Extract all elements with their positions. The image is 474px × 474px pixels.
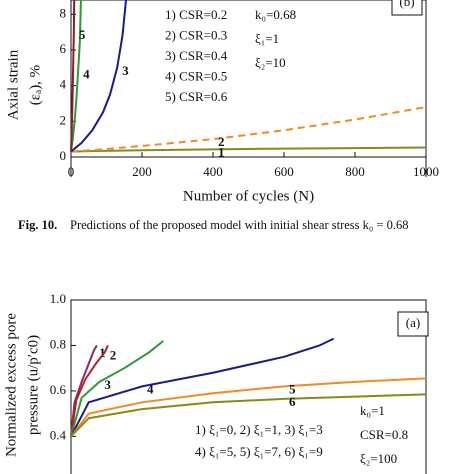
parameter: ξ₂=10 (255, 55, 286, 70)
annotation: 1) ξ₁=0, 2) ξ₁=1, 3) ξ₁=3 (195, 422, 323, 437)
curve-label: 6 (289, 394, 296, 409)
y-tick-label: 8 (60, 5, 67, 20)
y-tick-label: 0.6 (50, 382, 67, 397)
y-axis-label: Normalized excess pore (3, 313, 19, 457)
x-tick-label: 1000 (413, 164, 439, 179)
x-tick-label: 400 (203, 164, 223, 179)
x-tick-label: 200 (132, 164, 152, 179)
curve (70, 344, 98, 437)
y-axis-label: Axial strain (5, 49, 21, 120)
y-axis-label: pressure (u/p′c0) (25, 335, 41, 435)
caption-label: Fig. 10. (18, 218, 57, 232)
y-tick-label: 2 (60, 112, 67, 127)
x-tick-label: 800 (345, 164, 365, 179)
y-tick-label: 0 (60, 148, 67, 163)
parameter: ξ₂=100 (360, 451, 397, 466)
curve-label: 3 (122, 63, 129, 78)
panel-label: (a) (406, 315, 420, 330)
caption-text: Predictions of the proposed model with i… (70, 218, 408, 232)
x-tick-label: 600 (274, 164, 294, 179)
curve-label: 1 (99, 345, 106, 360)
curve-label: 4 (147, 381, 154, 396)
curve (70, 0, 76, 152)
y-tick-label: 6 (60, 41, 67, 56)
annotation: 4) ξ₁=5, 5) ξ₁=7, 6) ξ₁=9 (195, 444, 323, 459)
y-tick-label: 1.0 (50, 291, 66, 306)
annotation: 1) CSR=0.2 (165, 7, 227, 22)
annotation: 2) CSR=0.3 (165, 27, 227, 42)
panel-label: (b) (399, 0, 414, 9)
y-tick-label: 4 (60, 77, 67, 92)
curve-label: 1 (218, 144, 225, 159)
panel-box (397, 311, 429, 337)
curve (70, 377, 427, 438)
x-axis-label: Number of cycles (N) (183, 188, 314, 204)
panel-box (391, 0, 423, 16)
annotation: 5) CSR=0.6 (165, 89, 228, 104)
curve (70, 0, 128, 153)
curve (70, 345, 109, 437)
curve (70, 337, 335, 437)
curve (70, 0, 82, 152)
parameter: k₀=0.68 (255, 7, 296, 22)
curve-label: 2 (218, 134, 225, 149)
y-tick-label: 0.8 (50, 336, 66, 351)
curve (70, 393, 427, 438)
parameter: k₀=1 (360, 403, 385, 418)
parameter: CSR=0.8 (360, 427, 408, 442)
y-tick-label: 0.4 (50, 427, 67, 442)
annotation: 3) CSR=0.4 (165, 48, 228, 63)
axes-frame (70, 0, 427, 177)
curve-label: 4 (83, 66, 90, 81)
parameter: ξ₁=1 (255, 31, 279, 46)
x-tick-label: 0 (68, 164, 75, 179)
y-axis-label: (εₐ), % (27, 65, 43, 105)
curve (70, 340, 164, 437)
curve (70, 106, 427, 153)
annotation: 4) CSR=0.5 (165, 68, 227, 83)
curve-label: 3 (104, 377, 111, 392)
curve-label: 2 (110, 347, 117, 362)
curve-label: 5 (289, 381, 296, 396)
curve-label: 5 (79, 27, 86, 42)
